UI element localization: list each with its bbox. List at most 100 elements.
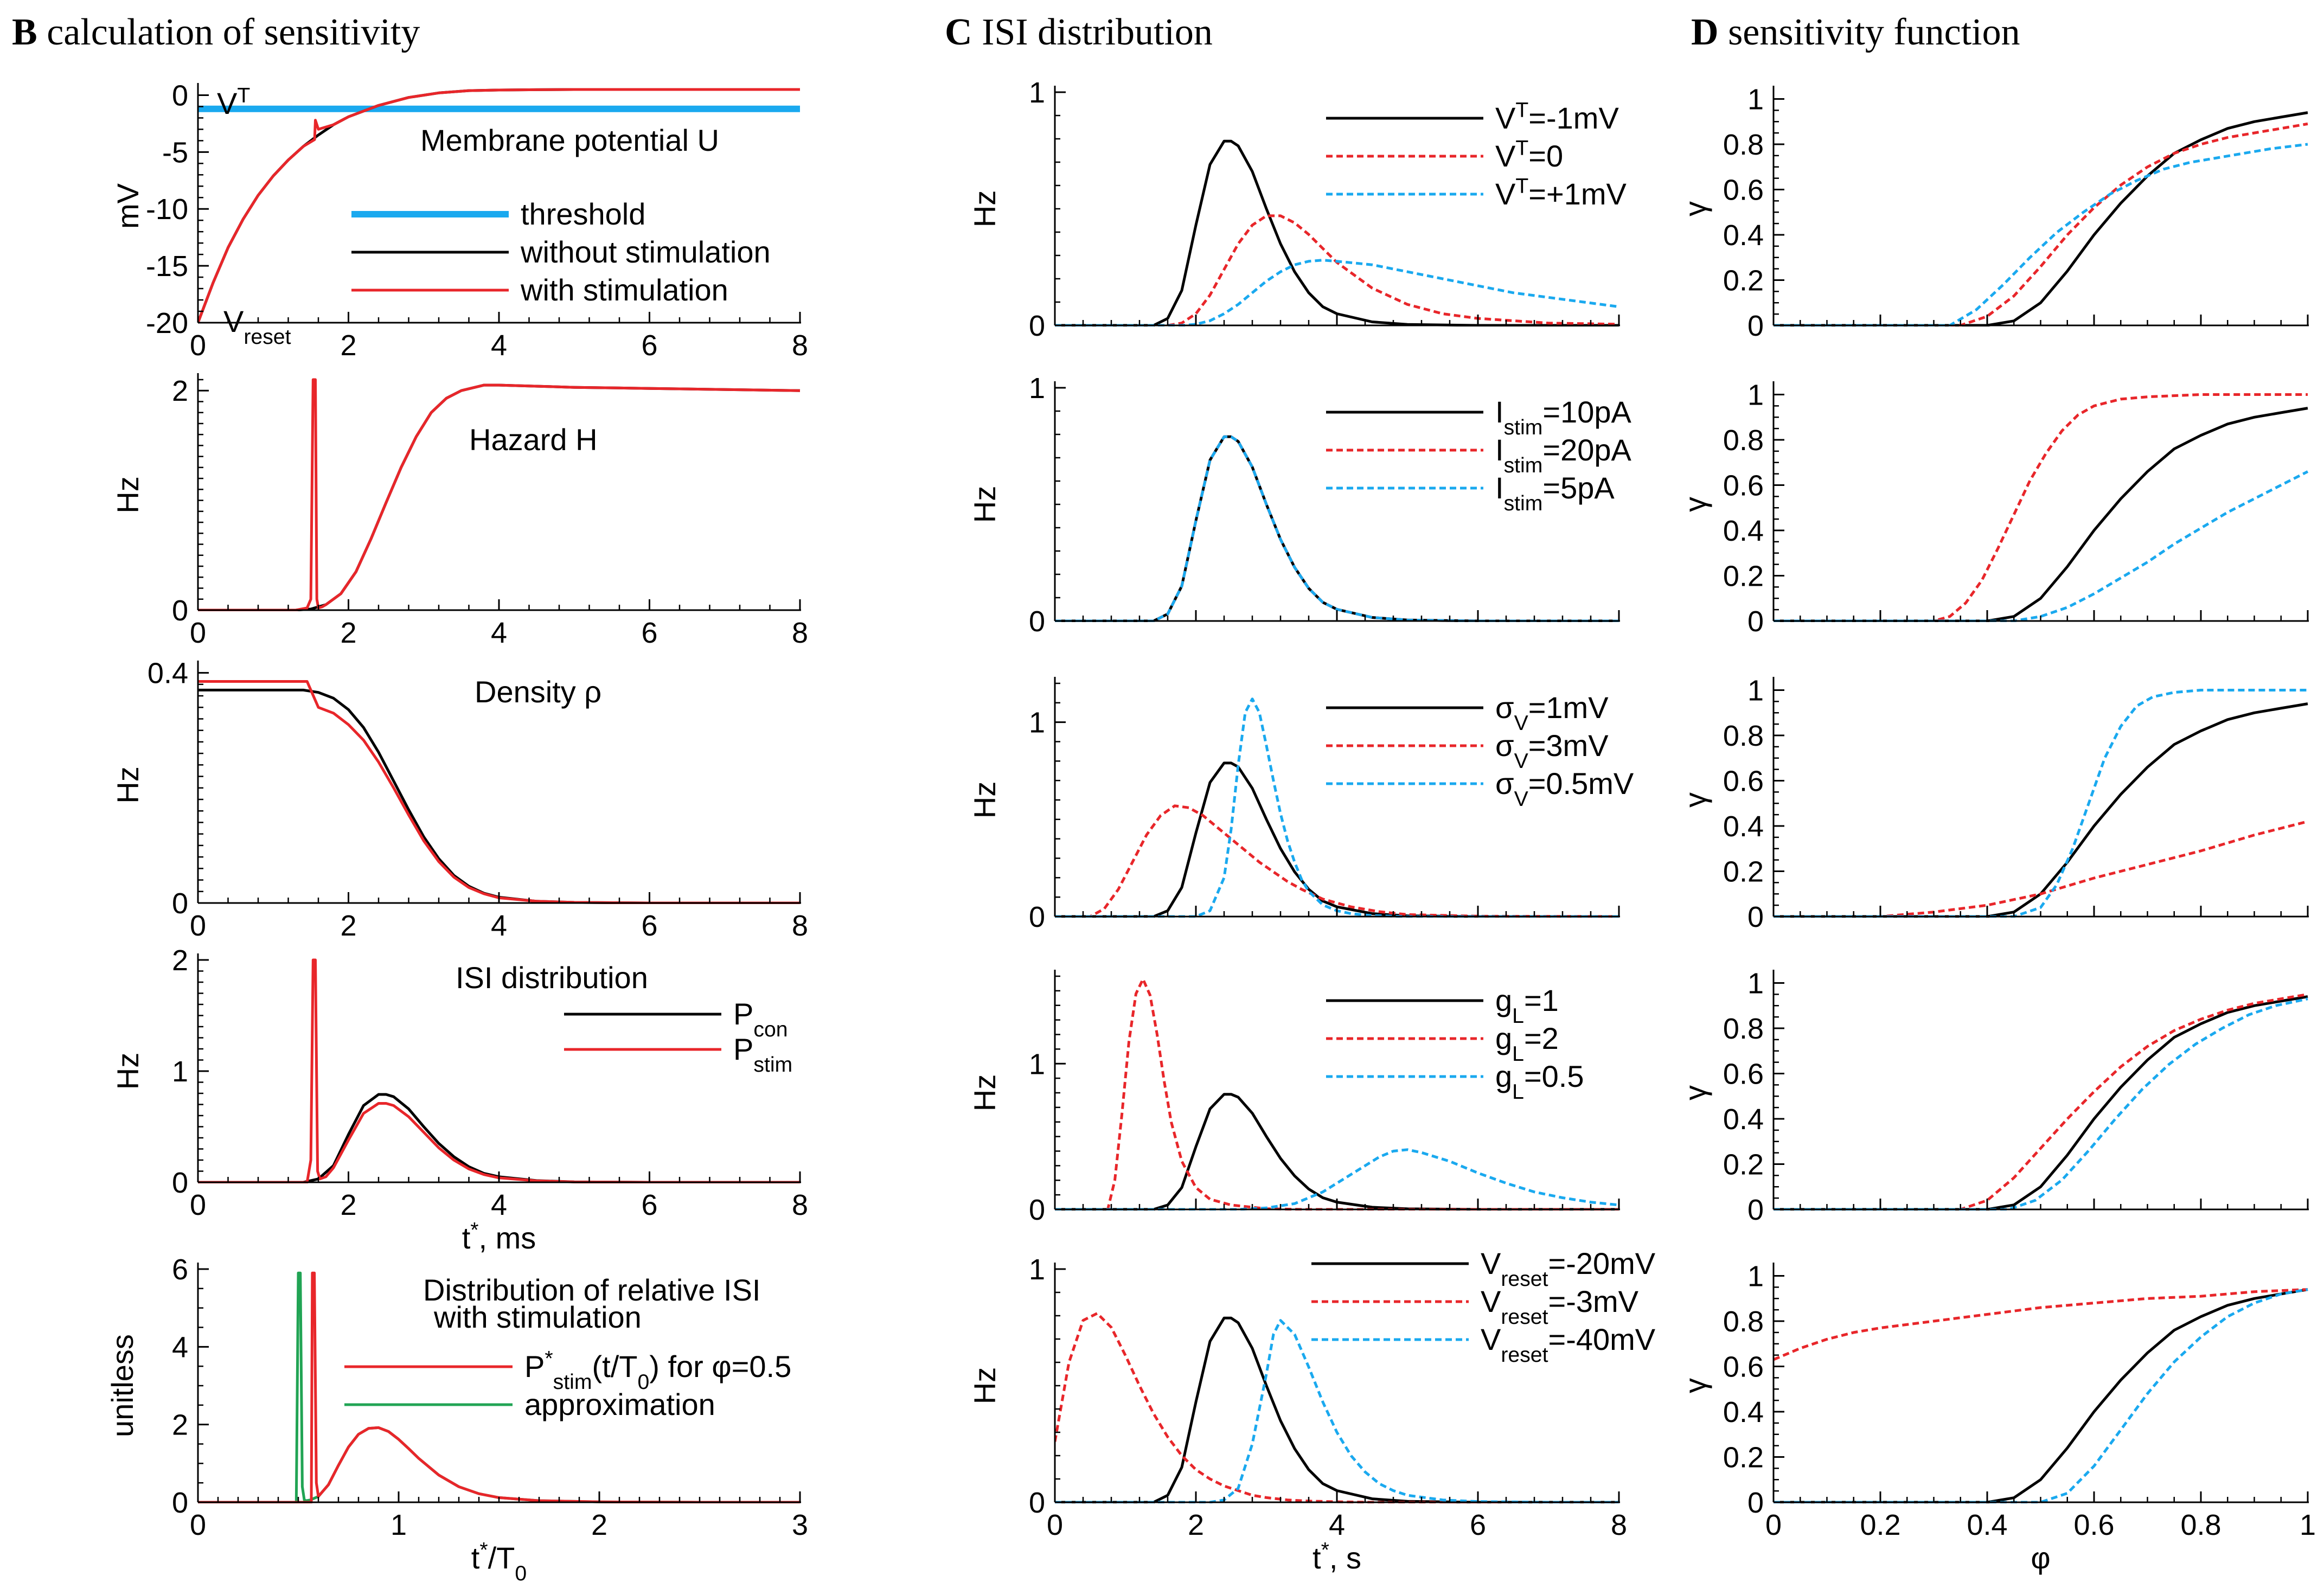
y-tick-label: 0 (1029, 310, 1045, 342)
panel-d-title: D sensitivity function (1691, 11, 2020, 53)
x-tick-label: 0.2 (1860, 1509, 1900, 1541)
y-tick-label: 0 (172, 594, 188, 627)
legend-label: threshold (521, 197, 645, 231)
y-tick-label: 2 (172, 1409, 188, 1442)
x-tick-label: 0 (1047, 1509, 1063, 1541)
x-axis-label: t*/T0 (471, 1539, 527, 1582)
panel-c-title: C ISI distribution (945, 11, 1213, 53)
y-tick-label: 1 (1029, 76, 1045, 109)
legend-label: σV=3mV (1495, 728, 1609, 773)
x-tick-label: 3 (792, 1509, 808, 1541)
y-tick-label: 0.4 (1723, 1396, 1764, 1429)
x-tick-label: 1 (2300, 1509, 2316, 1541)
vreset-annotation: Vreset (223, 304, 291, 349)
series-vt-1mv (1774, 111, 2308, 326)
series-vt-0 (1055, 214, 1619, 326)
series-vreset-40mv (1055, 1319, 1619, 1503)
y-tick-label: 0 (1029, 605, 1045, 638)
y-tick-label: 0.4 (148, 657, 188, 690)
y-tick-label: 1 (1747, 379, 1764, 412)
x-tick-label: 4 (491, 329, 507, 362)
series--v-0-5mv (1774, 689, 2308, 918)
series-group (1055, 139, 1619, 326)
y-tick-label: 0 (1747, 1194, 1764, 1226)
legend-label: P*stim(t/T0) for φ=0.5 (524, 1347, 791, 1394)
y-tick-label: 0.2 (1723, 560, 1764, 593)
x-tick-label: 0 (190, 329, 206, 362)
y-tick-label: 0.8 (1723, 1305, 1764, 1338)
x-tick-label: 0 (190, 910, 206, 942)
legend-label: VT=-1mV (1495, 99, 1619, 136)
legend-label: with stimulation (520, 273, 728, 307)
series-gl-0-5 (1774, 997, 2308, 1210)
y-tick-label: 0 (1029, 1487, 1045, 1519)
legend-label: Vreset=-3mV (1481, 1284, 1639, 1329)
series-vreset-3mv (1774, 1288, 2308, 1361)
y-tick-label: 0 (1747, 901, 1764, 933)
y-axis-label: Hz (111, 476, 145, 513)
plot-title: Distribution of relative ISI (423, 1273, 760, 1307)
legend-label: Istim=5pA (1495, 471, 1615, 515)
series-istim-5pa (1774, 470, 2309, 622)
series-group (1774, 689, 2308, 918)
y-axis-label: Hz (111, 766, 145, 803)
y-axis-label: γ (1678, 1378, 1712, 1393)
legend-label: Istim=20pA (1495, 433, 1632, 477)
x-axis-label: t*, s (1313, 1539, 1361, 1575)
x-axis-label: φ (2031, 1541, 2050, 1575)
series-group (1774, 111, 2308, 326)
plot-title: Hazard H (469, 422, 598, 457)
y-tick-label: 0.2 (1723, 1149, 1764, 1181)
x-tick-label: 4 (491, 617, 507, 649)
y-axis-label: mV (111, 183, 145, 229)
y-tick-label: 0.2 (1723, 1442, 1764, 1474)
legend-label: without stimulation (520, 235, 771, 269)
series--v-3mv (1055, 804, 1619, 918)
plot-d1: 0 0.2 0.4 0.6 0.8 1 γ (1678, 84, 2309, 342)
series-without-stimulation (198, 688, 800, 904)
y-tick-label: 0 (1029, 901, 1045, 933)
y-axis-label: γ (1678, 201, 1712, 216)
series-group (1774, 393, 2309, 622)
x-tick-label: 8 (1611, 1509, 1627, 1541)
series--v-3mv (1774, 820, 2308, 918)
series-group (198, 1271, 800, 1503)
series-group (1055, 1312, 1619, 1503)
y-tick-label: 1 (1747, 84, 1764, 116)
x-tick-label: 6 (641, 1189, 657, 1221)
y-axis-label: Hz (968, 1367, 1002, 1404)
x-tick-label: 0 (1765, 1509, 1782, 1541)
series--v-0-5mv (1055, 697, 1619, 918)
x-tick-label: 4 (491, 1189, 507, 1221)
plot-d4: 0 0.2 0.4 0.6 0.8 1 γ (1678, 968, 2309, 1226)
legend-label: VT=+1mV (1495, 175, 1627, 212)
series-vt-0 (1774, 122, 2308, 326)
x-tick-label: 4 (1329, 1509, 1345, 1541)
x-tick-label: 0 (190, 617, 206, 649)
y-axis-label: Hz (968, 1074, 1002, 1111)
series-group (198, 378, 801, 611)
y-tick-label: 1 (1029, 372, 1045, 405)
legend-label: Vreset=-40mV (1481, 1322, 1656, 1367)
y-axis-label: Hz (968, 486, 1002, 523)
x-tick-label: 2 (340, 1189, 356, 1221)
plot-b5: 0 1 2 3 0 2 4 6 unitless t*/T0 Distribution of rel… (105, 1253, 808, 1582)
series-without-stimulation (198, 383, 801, 611)
y-tick-label: 0.4 (1723, 1103, 1764, 1136)
plot-title: Membrane potential U (420, 123, 719, 157)
x-tick-label: 2 (340, 617, 356, 649)
y-tick-label: 0.8 (1723, 1013, 1764, 1045)
y-tick-label: 1 (1747, 968, 1764, 1000)
plot-title: Density ρ (475, 675, 601, 709)
x-tick-label: 8 (792, 329, 808, 362)
series-vreset-20mv (1774, 1288, 2308, 1503)
x-tick-label: 6 (641, 910, 657, 942)
x-tick-label: 0.4 (1967, 1509, 2007, 1541)
y-tick-label: 6 (172, 1253, 188, 1286)
y-tick-label: 0 (172, 1167, 188, 1199)
series-with-stimulation (198, 378, 801, 611)
plot-c5: 0 2 4 6 8 0 1 Hz t*, s Vreset=-20mVVreset=-3mVVre… (968, 1246, 1656, 1575)
legend-label: Istim=10pA (1495, 395, 1632, 439)
